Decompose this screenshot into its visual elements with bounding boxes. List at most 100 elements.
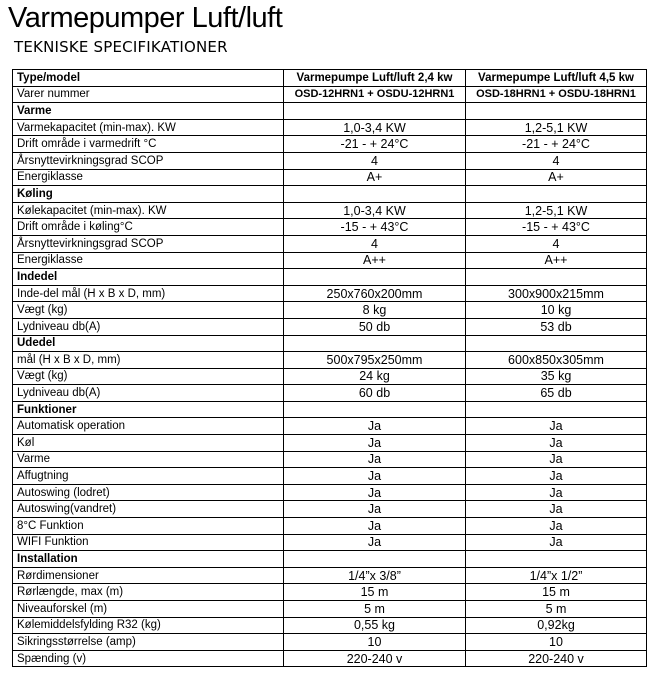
spec-value: 1/4”x 1/2”: [465, 566, 647, 585]
spec-value: -21 - + 24°C: [283, 135, 466, 153]
spec-value: OSD-18HRN1 + OSDU-18HRN1: [465, 85, 647, 104]
spec-row: Varme Ja Ja: [12, 450, 647, 469]
section-row: Installation: [12, 550, 647, 568]
spec-value: 35 kg: [465, 367, 647, 386]
spec-value: 24 kg: [283, 367, 466, 386]
spec-value: -15 - + 43°C: [465, 218, 647, 236]
spec-value: 1,2-5,1 KW: [465, 118, 647, 137]
spec-label: Autoswing (lodret): [12, 483, 284, 502]
spec-value: 15 m: [283, 583, 466, 601]
spec-label: 8°C Funktion: [12, 517, 284, 535]
spec-row: Inde-del mål (H x B x D, mm) 250x760x200m…: [12, 284, 647, 303]
spec-table: Type/model Varmepumpe Luft/luft 2,4 kw V…: [12, 69, 647, 668]
empty-cell: [283, 185, 466, 203]
spec-value: OSD-12HRN1 + OSDU-12HRN1: [283, 85, 466, 104]
empty-cell: [465, 400, 647, 419]
spec-value: 0,92kg: [465, 616, 647, 635]
spec-row: Energiklasse A++ A++: [12, 251, 647, 270]
spec-label: Kølemiddelsfylding R32 (kg): [12, 616, 284, 635]
spec-row: Sikringsstørrelse (amp) 10 10: [12, 633, 647, 651]
spec-row: Automatisk operation Ja Ja: [12, 417, 647, 436]
spec-row: Energiklasse A+ A+: [12, 168, 647, 187]
empty-cell: [283, 334, 466, 353]
spec-label: Varmekapacitet (min-max). KW: [12, 118, 284, 137]
spec-row: Autoswing(vandret) Ja Ja: [12, 500, 647, 519]
spec-label: Autoswing(vandret): [12, 500, 284, 519]
section-title: Funktioner: [12, 400, 284, 419]
empty-cell: [283, 102, 466, 120]
spec-value: 1,0-3,4 KW: [283, 201, 466, 220]
spec-value: 4: [283, 151, 466, 170]
section-row: Udedel: [12, 334, 647, 353]
spec-value: 300x900x215mm: [465, 284, 647, 303]
spec-value: 4: [283, 234, 466, 253]
spec-value: 65 db: [465, 384, 647, 402]
spec-label: Affugtning: [12, 467, 284, 485]
spec-row: Lydniveau db(A) 50 db 53 db: [12, 317, 647, 336]
spec-value: 15 m: [465, 583, 647, 601]
section-row: Funktioner: [12, 400, 647, 419]
spec-value: Ja: [283, 483, 466, 502]
spec-value: 220-240 v: [283, 649, 466, 668]
spec-row: WIFI Funktion Ja Ja: [12, 533, 647, 552]
spec-row: Kølemiddelsfylding R32 (kg) 0,55 kg 0,92kg: [12, 616, 647, 635]
spec-value: 10 kg: [465, 301, 647, 319]
spec-row: Kølekapacitet (min-max). KW 1,0-3,4 KW 1,2…: [12, 201, 647, 220]
spec-value: Ja: [283, 517, 466, 535]
column-header: Type/model: [12, 69, 284, 87]
spec-row: Spænding (v) 220-240 v 220-240 v: [12, 649, 647, 668]
empty-cell: [465, 550, 647, 568]
spec-value: 4: [465, 234, 647, 253]
spec-value: Ja: [465, 467, 647, 485]
spec-value: 8 kg: [283, 301, 466, 319]
spec-label: Varme: [12, 450, 284, 469]
spec-label: Vægt (kg): [12, 301, 284, 319]
spec-value: -15 - + 43°C: [283, 218, 466, 236]
spec-label: Rørdimensioner: [12, 566, 284, 585]
spec-value: Ja: [465, 483, 647, 502]
spec-value: A+: [283, 168, 466, 187]
spec-label: Spænding (v): [12, 649, 284, 668]
spec-value: Ja: [465, 517, 647, 535]
spec-value: Ja: [465, 500, 647, 519]
spec-label: Sikringsstørrelse (amp): [12, 633, 284, 651]
empty-cell: [465, 268, 647, 286]
spec-value: 60 db: [283, 384, 466, 402]
spec-value: 220-240 v: [465, 649, 647, 668]
spec-row: Affugtning Ja Ja: [12, 467, 647, 485]
spec-label: Automatisk operation: [12, 417, 284, 436]
spec-label: Kølekapacitet (min-max). KW: [12, 201, 284, 220]
spec-label: Lydniveau db(A): [12, 317, 284, 336]
spec-value: 4: [465, 151, 647, 170]
spec-value: 5 m: [283, 600, 466, 618]
spec-value: Ja: [283, 500, 466, 519]
spec-label: Energiklasse: [12, 168, 284, 187]
section-title: Køling: [12, 185, 284, 203]
spec-row: Rørdimensioner 1/4”x 3/8” 1/4”x 1/2”: [12, 566, 647, 585]
spec-value: Ja: [465, 533, 647, 552]
spec-row: mål (H x B x D, mm) 500x795x250mm 600x850x…: [12, 351, 647, 369]
subtitle: TEKNISKE SPECIFIKATIONER: [14, 38, 228, 56]
spec-label: Årsnyttevirkningsgrad SCOP: [12, 151, 284, 170]
spec-value: 50 db: [283, 317, 466, 336]
spec-label: Niveauforskel (m): [12, 600, 284, 618]
empty-cell: [465, 334, 647, 353]
section-title: Udedel: [12, 334, 284, 353]
spec-value: Ja: [283, 533, 466, 552]
spec-label: Lydniveau db(A): [12, 384, 284, 402]
section-title: Indedel: [12, 268, 284, 286]
column-header: Varmepumpe Luft/luft 4,5 kw: [465, 69, 647, 87]
empty-cell: [283, 550, 466, 568]
section-row: Indedel: [12, 268, 647, 286]
spec-row: Årsnyttevirkningsgrad SCOP 4 4: [12, 151, 647, 170]
spec-value: -21 - + 24°C: [465, 135, 647, 153]
spec-value: 10: [283, 633, 466, 651]
spec-value: Ja: [283, 417, 466, 436]
spec-value: Ja: [465, 417, 647, 436]
spec-value: A+: [465, 168, 647, 187]
section-title: Varme: [12, 102, 284, 120]
spec-value: Ja: [465, 450, 647, 469]
spec-value: Ja: [283, 434, 466, 452]
